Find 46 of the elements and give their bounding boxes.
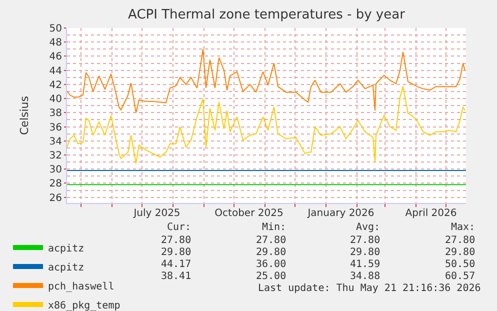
text: 29.80: [445, 247, 476, 258]
text: 50.50: [445, 259, 476, 270]
y-tick-label: 50: [49, 24, 62, 34]
y-tick-label: 32: [49, 150, 62, 162]
y-tick-label: 46: [49, 52, 62, 63]
x-tick-label: July 2025: [132, 208, 180, 219]
text: Last update: Thu May 21 21:16:36 2026: [258, 283, 481, 294]
text: 27.80: [161, 235, 192, 246]
text: Avg:: [356, 222, 380, 233]
text: Cur:: [167, 222, 192, 233]
text: 44.17: [161, 259, 192, 270]
y-tick-label: 38: [49, 108, 62, 120]
y-tick-label: 48: [49, 38, 62, 49]
text: 38.41: [161, 271, 192, 282]
x-tick-label: January 2026: [306, 208, 374, 219]
text: 34.88: [350, 271, 380, 282]
y-tick-label: 40: [49, 94, 62, 106]
line-series: [67, 86, 466, 164]
chart-title: ACPI Thermal zone temperatures - by year: [128, 8, 406, 23]
y-tick-label: 44: [49, 66, 62, 77]
text: 29.80: [350, 247, 380, 258]
legend-label: acpitz: [48, 262, 84, 274]
x-tick-label: October 2025: [214, 208, 284, 219]
y-tick-label: 28: [49, 178, 62, 190]
y-axis-title: Celsius: [18, 96, 31, 135]
text: 25.00: [256, 271, 286, 282]
text: Max:: [451, 222, 476, 233]
y-tick-label: 42: [49, 80, 62, 91]
text: 27.80: [256, 235, 286, 246]
text: 41.59: [350, 259, 380, 270]
legend-label: pch_haswell: [48, 281, 114, 292]
x-tick-label: April 2026: [405, 208, 457, 219]
y-tick-label: 30: [49, 164, 62, 176]
text: 36.00: [256, 259, 286, 270]
text: 29.80: [256, 247, 286, 258]
y-tick-label: 26: [49, 192, 62, 204]
text: 29.80: [161, 247, 192, 258]
y-tick-label: 36: [49, 122, 62, 134]
text: 60.57: [445, 271, 476, 282]
legend-label: x86_pkg_temp: [48, 300, 120, 311]
text: 27.80: [445, 235, 476, 246]
y-tick-label: 34: [49, 136, 62, 148]
line-series: [67, 48, 466, 114]
text: 27.80: [350, 235, 380, 246]
text: Min:: [262, 222, 286, 233]
legend-label: acpitz: [48, 243, 84, 254]
